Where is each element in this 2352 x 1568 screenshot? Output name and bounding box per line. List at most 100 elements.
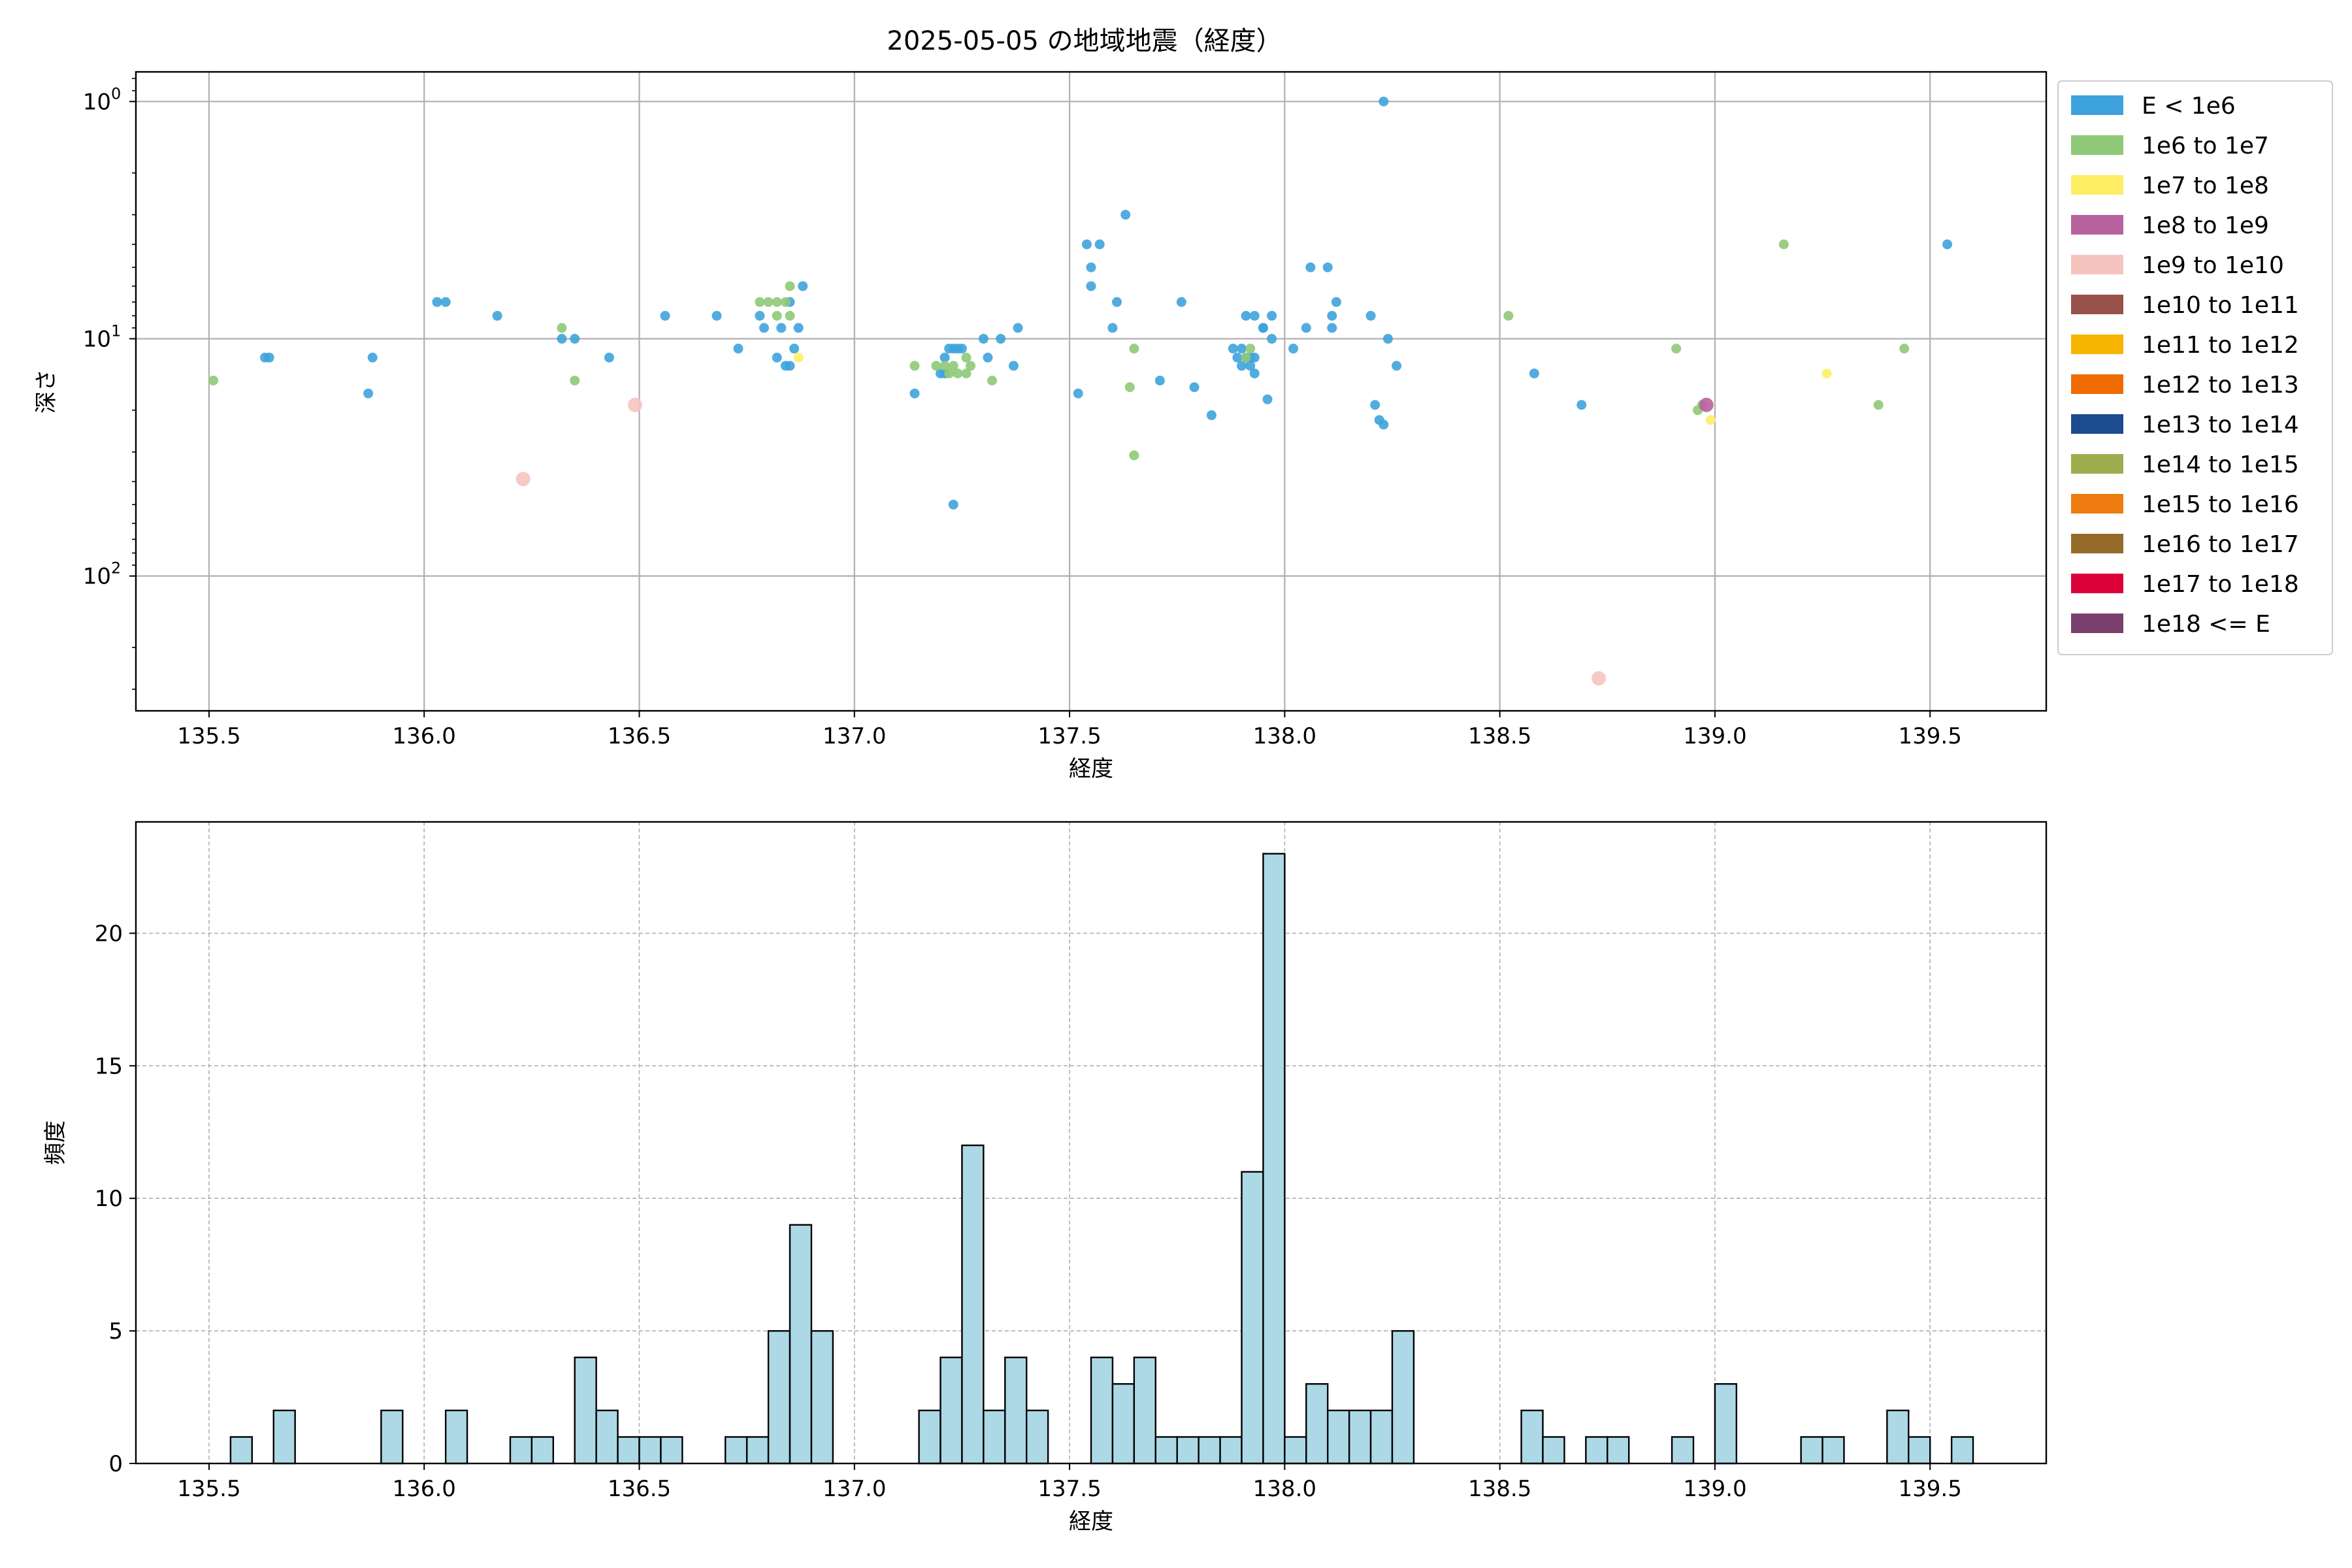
scatter-point	[557, 323, 567, 333]
scatter-point	[772, 352, 782, 363]
scatter-point	[956, 344, 967, 354]
legend-swatch	[2071, 215, 2123, 235]
scatter-point	[909, 388, 920, 399]
scatter-point	[1249, 310, 1260, 321]
scatter-point	[1086, 262, 1096, 272]
legend: E < 1e6 1e6 to 1e7 1e7 to 1e8 1e8 to 1e9 1e9…	[2057, 80, 2333, 655]
scatter-point	[570, 334, 580, 344]
histogram-bar	[939, 1356, 963, 1465]
scatter-x-tick-label: 137.5	[1037, 723, 1101, 749]
scatter-point	[948, 499, 958, 510]
scatter-point	[1322, 262, 1333, 272]
scatter-point	[996, 334, 1006, 344]
scatter-point	[1073, 388, 1083, 399]
scatter-y-tick-label: 101	[83, 322, 122, 353]
scatter-points	[208, 96, 1953, 686]
scatter-point	[944, 368, 955, 379]
scatter-point	[1370, 400, 1380, 410]
scatter-x-tick-label: 135.5	[177, 723, 240, 749]
scatter-x-tick-label: 136.0	[393, 723, 456, 749]
legend-box	[2057, 80, 2333, 655]
scatter-grid	[136, 72, 2046, 711]
scatter-point	[367, 352, 378, 363]
scatter-point	[1327, 310, 1337, 321]
histogram-bar	[1886, 1409, 1910, 1465]
legend-swatch	[2071, 454, 2123, 474]
histogram-bar	[1391, 1330, 1415, 1465]
histogram-bar	[380, 1409, 404, 1465]
histogram-y-tick-label: 0	[108, 1451, 123, 1477]
histogram-y-tick-label: 20	[95, 921, 123, 947]
histogram-bar	[1004, 1356, 1028, 1465]
scatter-point	[755, 297, 765, 307]
scatter-point	[1576, 400, 1587, 410]
legend-swatch	[2071, 295, 2123, 314]
scatter-point	[1249, 352, 1260, 363]
legend-swatch	[2071, 175, 2123, 195]
scatter-point	[1592, 671, 1607, 686]
scatter-point	[1331, 297, 1341, 307]
histogram-grid	[136, 822, 2046, 1464]
legend-swatch	[2071, 534, 2123, 553]
scatter-point	[432, 297, 442, 307]
scatter-panel: 135.5 136.0 136.5 137.0 137.5 138.0 138.5 139.0…	[33, 71, 2048, 782]
legend-label: 1e9 to 1e10	[2142, 252, 2284, 279]
histogram-bar	[1176, 1436, 1200, 1465]
histogram-bar	[1714, 1383, 1738, 1465]
histogram-bar	[1111, 1383, 1135, 1465]
scatter-point	[492, 310, 502, 321]
scatter-point	[1189, 382, 1200, 393]
scatter-point	[1258, 323, 1268, 333]
legend-label: 1e8 to 1e9	[2142, 212, 2269, 239]
scatter-point	[1236, 361, 1247, 371]
legend-swatch	[2071, 255, 2123, 274]
legend-swatch	[2071, 95, 2123, 115]
histogram-y-axis-label: 頻度	[42, 1120, 69, 1165]
legend-label: 1e17 to 1e18	[2142, 571, 2299, 598]
scatter-x-tick-label: 138.0	[1253, 723, 1316, 749]
histogram-bar	[1090, 1356, 1114, 1465]
histogram-bar	[961, 1144, 985, 1465]
scatter-point	[785, 310, 795, 321]
histogram-x-tick-label: 137.5	[1037, 1476, 1101, 1502]
histogram-x-axis-label: 経度	[1069, 1509, 1113, 1535]
scatter-point	[660, 310, 670, 321]
scatter-point	[1129, 344, 1139, 354]
scatter-point	[1107, 323, 1118, 333]
histogram-bar	[767, 1330, 791, 1465]
histogram-bar	[1671, 1436, 1695, 1465]
histogram-bar	[725, 1436, 748, 1465]
scatter-point	[1301, 323, 1311, 333]
histogram-bar	[1305, 1383, 1329, 1465]
scatter-point	[1379, 96, 1389, 106]
scatter-point	[1529, 368, 1539, 379]
histogram-bar	[983, 1409, 1006, 1465]
histogram-bar	[574, 1356, 597, 1465]
histogram-x-tick-label: 136.0	[393, 1476, 456, 1502]
histogram-bar	[1369, 1409, 1394, 1465]
scatter-point	[785, 361, 795, 371]
scatter-point	[961, 352, 972, 363]
histogram-bar	[918, 1409, 941, 1465]
scatter-point	[1129, 450, 1139, 461]
scatter-point	[909, 361, 920, 371]
histogram-x-tick-label: 136.5	[608, 1476, 671, 1502]
scatter-point	[1236, 344, 1247, 354]
scatter-point	[1176, 297, 1186, 307]
scatter-point	[264, 352, 274, 363]
histogram-bar	[1908, 1436, 1931, 1465]
histogram-bar	[1327, 1409, 1350, 1465]
histogram-bar	[1262, 853, 1286, 1465]
legend-swatch	[2071, 613, 2123, 633]
scatter-point	[1081, 239, 1092, 250]
scatter-point	[1008, 361, 1019, 371]
scatter-point	[978, 334, 988, 344]
scatter-point	[1382, 334, 1393, 344]
histogram-bar	[1198, 1436, 1221, 1465]
histogram-bar	[1241, 1171, 1264, 1465]
histogram-bar	[1800, 1436, 1823, 1465]
legend-label: 1e11 to 1e12	[2142, 332, 2299, 359]
scatter-point	[1942, 239, 1953, 250]
scatter-point	[1873, 400, 1884, 410]
